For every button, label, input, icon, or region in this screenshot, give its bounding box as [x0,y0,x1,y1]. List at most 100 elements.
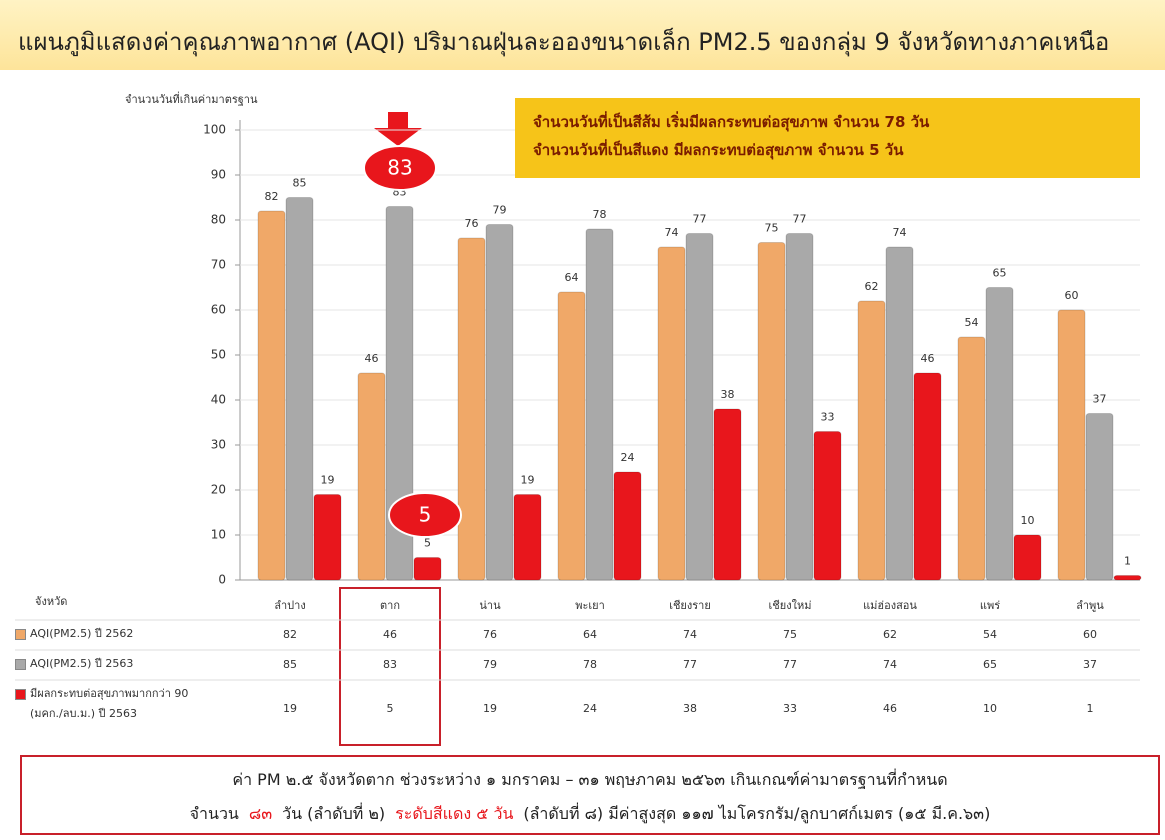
bar [713,408,742,581]
table-value: 46 [883,702,897,715]
data-label: 77 [693,213,707,226]
bar [857,300,886,581]
footer-segment: ๘๓ [248,804,273,823]
data-label: 65 [993,267,1007,280]
arrow [374,112,422,146]
data-label: 75 [765,222,779,235]
bar [1013,534,1042,581]
y-tick-label: 100 [203,123,226,137]
data-label: 37 [1093,393,1107,406]
y-tick-label: 30 [211,438,226,452]
bar [985,287,1014,581]
legend-label: AQI(PM2.5) ปี 2562 [30,627,134,640]
bar [613,471,642,581]
bar [313,494,342,581]
footer-segment: วัน (ลำดับที่ ๒) [282,804,386,823]
data-label: 79 [493,204,507,217]
table-value: 82 [283,628,297,641]
y-tick-label: 60 [211,303,226,317]
table-value: 64 [583,628,597,641]
x-tick-label: เชียงใหม่ [768,599,812,612]
bar [657,246,686,581]
table-header: จังหวัด [35,595,68,608]
bar [785,233,814,581]
table-value: 85 [283,658,297,671]
y-tick-label: 40 [211,393,226,407]
x-tick-label: ลำปาง [274,599,306,612]
data-label: 10 [1021,514,1035,527]
table-value: 77 [683,658,697,671]
footer-segment: (ลำดับที่ ๘) มีค่าสูงสุด ๑๑๗ ไมโครกรัม/ล… [523,804,991,823]
data-label: 38 [721,388,735,401]
highlight-box [339,587,441,746]
bar [585,228,614,581]
footer: ค่า PM ๒.๕ จังหวัดตาก ช่วงระหว่าง ๑ มกรา… [20,755,1160,835]
x-tick-label: พะเยา [575,599,605,612]
table-value: 75 [783,628,797,641]
table-value: 33 [783,702,797,715]
bar [885,246,914,581]
bar [357,372,386,581]
y-tick-label: 50 [211,348,226,362]
table-value: 46 [383,628,397,641]
data-label: 46 [921,352,935,365]
table-value: 74 [883,658,897,671]
callout-label: 5 [419,503,432,527]
footer-line: จำนวน ๘๓ วัน (ลำดับที่ ๒) ระดับสีแดง ๕ วัน (… [22,797,1158,831]
callout [363,145,437,191]
x-tick-label: แม่ฮ่องสอน [863,599,917,612]
data-label: 85 [293,177,307,190]
table-value: 19 [283,702,297,715]
y-tick-label: 10 [211,528,226,542]
y-tick-label: 80 [211,213,226,227]
data-label: 82 [265,190,279,203]
data-label: 62 [865,280,879,293]
callout [388,492,462,538]
table-value: 37 [1083,658,1097,671]
data-label: 54 [965,316,979,329]
data-label: 46 [365,352,379,365]
data-label: 33 [821,411,835,424]
table-value: 1 [1086,702,1094,715]
table-value: 74 [683,628,697,641]
bar [1085,413,1114,581]
legend-swatch [15,659,26,670]
table-value: 19 [483,702,497,715]
bar [685,233,714,581]
data-label: 77 [793,213,807,226]
annotation: จำนวนวันที่เป็นสีแดง มีผลกระทบต่อสุขภาพ … [533,141,904,159]
table-value: 10 [983,702,997,715]
bar [385,206,414,581]
data-label: 5 [424,537,431,550]
x-tick-label: แพร่ [979,599,1001,612]
data-label: 24 [621,451,635,464]
bar [285,197,314,581]
bar [913,372,942,581]
table-value: 79 [483,658,497,671]
legend-swatch [15,629,26,640]
table-value: 38 [683,702,697,715]
callout-label: 83 [387,156,412,180]
table-value: 83 [383,658,397,671]
chart-title: แผนภูมิแสดงค่าคุณภาพอากาศ (AQI) ปริมาณฝุ… [0,0,1165,70]
legend-label: มีผลกระทบต่อสุขภาพมากกว่า 90 (มคก./ลบ.ม.… [30,687,189,720]
bar [1113,575,1142,581]
y-tick-label: 0 [218,573,226,587]
y-tick-label: 90 [211,168,226,182]
table-value: 77 [783,658,797,671]
table-value: 65 [983,658,997,671]
bar [757,242,786,581]
data-label: 74 [665,226,679,239]
data-label: 60 [1065,289,1079,302]
footer-line: ค่า PM ๒.๕ จังหวัดตาก ช่วงระหว่าง ๑ มกรา… [232,770,948,789]
bar [457,237,486,581]
y-axis-label: จำนวนวันที่เกินค่ามาตรฐาน [125,91,258,106]
bar [813,431,842,581]
data-label: 19 [521,474,535,487]
x-tick-label: ตาก [380,599,400,612]
data-label: 78 [593,208,607,221]
x-tick-label: เชียงราย [669,599,711,612]
data-label: 74 [893,226,907,239]
